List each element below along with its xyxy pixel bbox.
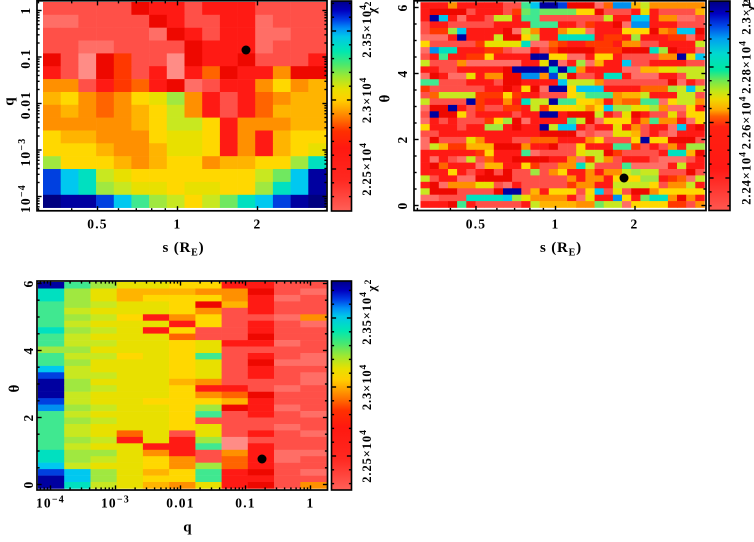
svg-text:0: 0 <box>21 481 36 489</box>
svg-text:2: 2 <box>631 217 639 232</box>
svg-text:s (RE): s (RE) <box>163 240 205 259</box>
svg-text:1: 1 <box>18 7 33 15</box>
svg-text:2: 2 <box>254 217 262 232</box>
svg-text:χ2: χ2 <box>743 0 754 13</box>
svg-text:q: q <box>2 96 18 106</box>
svg-text:1: 1 <box>307 496 315 511</box>
svg-text:2.35×104: 2.35×104 <box>359 291 374 344</box>
svg-text:1: 1 <box>174 217 182 232</box>
svg-text:2.25×104: 2.25×104 <box>359 142 374 195</box>
svg-text:2.25×104: 2.25×104 <box>359 429 374 482</box>
svg-text:2.3×104: 2.3×104 <box>739 0 754 35</box>
svg-text:0: 0 <box>395 202 410 210</box>
svg-text:6: 6 <box>21 280 36 288</box>
svg-text:4: 4 <box>21 347 36 355</box>
svg-text:2.28×104: 2.28×104 <box>739 40 754 93</box>
svg-text:2.3×104: 2.3×104 <box>359 77 374 123</box>
svg-text:2: 2 <box>21 414 36 422</box>
svg-text:q: q <box>183 520 193 536</box>
svg-text:2.24×104: 2.24×104 <box>739 151 754 204</box>
svg-text:0.1: 0.1 <box>18 48 33 68</box>
svg-text:2.26×104: 2.26×104 <box>739 96 754 149</box>
svg-text:0.5: 0.5 <box>87 217 107 232</box>
svg-text:θ: θ <box>378 93 394 102</box>
svg-text:6: 6 <box>395 4 410 12</box>
svg-text:4: 4 <box>395 70 410 78</box>
svg-text:0.01: 0.01 <box>18 91 33 119</box>
svg-text:2: 2 <box>395 136 410 144</box>
svg-text:s (RE): s (RE) <box>540 240 582 259</box>
svg-text:0.01: 0.01 <box>166 496 194 511</box>
svg-text:1: 1 <box>552 217 560 232</box>
svg-text:2.3×104: 2.3×104 <box>359 364 374 410</box>
svg-text:θ: θ <box>7 383 23 392</box>
svg-text:2.35×104: 2.35×104 <box>359 4 374 57</box>
svg-text:0.1: 0.1 <box>235 496 255 511</box>
svg-text:0.5: 0.5 <box>466 217 486 232</box>
